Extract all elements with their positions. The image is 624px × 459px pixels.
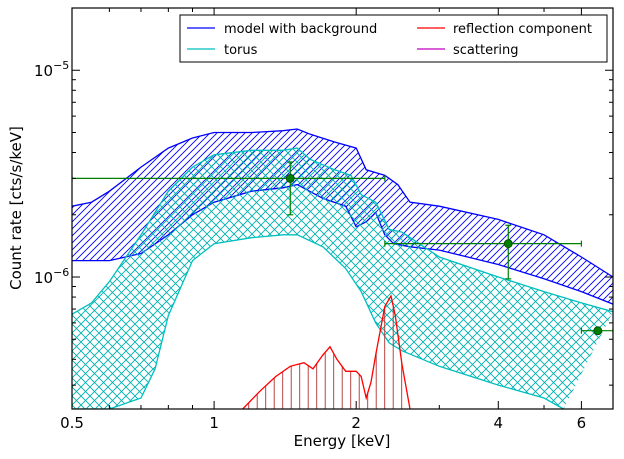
x-tick-label: 6 bbox=[577, 414, 587, 432]
reflection-component-line bbox=[242, 294, 411, 409]
tick-labels: 0.5 1 2 4 6 10−6 10−5 bbox=[34, 59, 586, 432]
x-tick-label: 1 bbox=[209, 414, 219, 432]
legend-box bbox=[179, 14, 608, 63]
legend: model with background reflection compone… bbox=[179, 14, 608, 63]
data-point-2 bbox=[384, 224, 582, 280]
model-with-background-upper-line bbox=[72, 128, 613, 278]
x-tick-label: 4 bbox=[494, 414, 504, 432]
data-point-marker bbox=[285, 173, 295, 183]
data-point-1 bbox=[72, 161, 386, 216]
x-axis-label: Energy [keV] bbox=[294, 432, 391, 450]
plot-frame bbox=[71, 7, 614, 410]
data-point-marker bbox=[593, 326, 603, 336]
y-tick-label: 10−5 bbox=[34, 59, 69, 80]
plot-area bbox=[72, 128, 613, 409]
torus-lower-line bbox=[72, 234, 564, 409]
legend-label-torus: torus bbox=[224, 43, 258, 58]
legend-label-model-with-background: model with background bbox=[224, 22, 377, 37]
legend-label-reflection-component: reflection component bbox=[453, 22, 592, 37]
reflection-component-hatch bbox=[248, 306, 403, 409]
legend-label-scattering: scattering bbox=[453, 43, 519, 58]
axis-ticks bbox=[71, 8, 613, 409]
x-tick-label: 0.5 bbox=[60, 414, 84, 432]
torus-upper-line bbox=[72, 147, 613, 315]
y-tick-label: 10−6 bbox=[34, 266, 69, 287]
data-point-3 bbox=[580, 326, 613, 336]
y-axis-label: Count rate [cts/s/keV] bbox=[7, 126, 25, 290]
x-tick-label: 2 bbox=[351, 414, 361, 432]
torus-band bbox=[72, 148, 613, 409]
data-point-marker bbox=[503, 239, 513, 249]
